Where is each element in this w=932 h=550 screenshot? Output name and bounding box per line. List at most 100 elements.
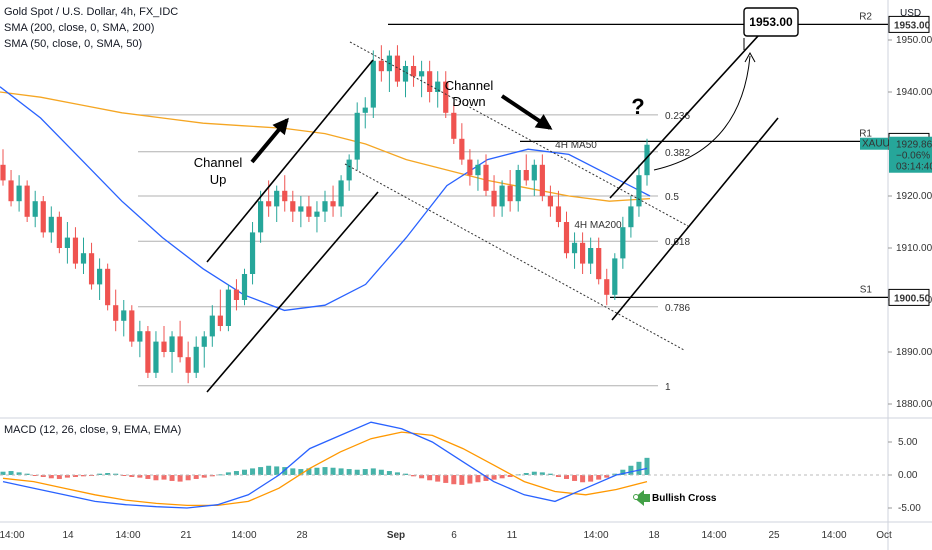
macd-histogram-bar [555,475,561,477]
macd-histogram-bar [32,475,38,476]
candle-body [193,346,199,373]
macd-histogram-bar [531,471,537,475]
target-box-label: 1953.00 [749,15,793,29]
candle-body [338,180,344,207]
macd-histogram-bar [572,475,578,481]
macd-histogram-bar [282,467,288,475]
macd-histogram-bar [588,475,594,482]
macd-histogram-bar [330,467,336,475]
macd-histogram-bar [338,468,344,475]
macd-histogram-bar [0,471,6,475]
macd-histogram-bar [499,475,505,479]
projected-channel-upper [609,11,781,199]
candle-body [314,211,320,217]
time-tick-label: 14 [62,530,74,541]
candle-body [258,201,264,233]
macd-histogram-bar [394,472,400,475]
time-tick-label: 14:00 [701,530,726,541]
ma200-annotation: 4H MA200 [574,220,622,231]
candle-body [362,107,368,113]
candle-body [249,232,256,274]
macd-histogram-bar [64,475,70,478]
macd-histogram-bar [72,475,78,477]
macd-histogram-bar [209,475,215,477]
macd-histogram-bar [225,472,231,475]
currency-label[interactable]: USD [900,8,922,19]
candle-body [588,248,594,264]
macd-histogram-bar [370,468,376,475]
price-tag [889,136,932,173]
ma50-line [0,86,651,312]
macd-histogram-bar [596,475,602,480]
fib-label: 1 [665,382,671,393]
macd-histogram-bar [185,475,191,481]
candle-body [507,185,513,202]
sr-name-r2: R2 [859,11,872,22]
candle-body [121,310,127,321]
candle-body [322,201,328,212]
candle-body [48,216,54,233]
macd-histogram-bar [378,469,384,475]
candle-body [515,170,521,202]
price-tick-label: 1920.00 [896,191,932,202]
price-tick-label: 1910.00 [896,243,932,254]
candle-body [129,310,135,342]
macd-histogram-bar [564,475,569,479]
macd-histogram-bar [113,473,119,475]
question-mark: ? [631,94,644,119]
time-tick-label: 28 [296,530,308,541]
macd-histogram-bar [354,469,360,475]
candle-body [282,190,288,202]
price-tick-label: 1880.00 [896,399,932,410]
macd-histogram-bar [161,475,167,480]
cross-point [633,494,639,500]
candle-body [201,336,207,347]
channel-down-upper [349,41,689,227]
macd-histogram-bar [233,471,239,475]
candle-body [459,138,465,160]
channel-down-label-line2: Down [452,94,485,109]
projected-channel-lower [611,117,779,321]
candle-body [555,206,562,222]
macd-histogram-bar [467,475,473,484]
macd-histogram-bar [121,475,127,476]
candle-body [475,164,481,176]
ma50-annotation: 4H MA50 [555,140,597,151]
sr-name-s1: S1 [860,284,873,295]
candle-body [72,237,79,264]
macd-histogram-bar [539,472,545,475]
time-tick-label: Oct [876,530,892,541]
candle-body [113,305,119,321]
candle-body [410,66,417,77]
macd-histogram-bar [290,468,296,475]
candle-body [402,66,409,82]
candle-body [97,268,103,285]
symbol-label: XAUUSD [862,139,904,150]
sr-price-label: 1900.50 [894,293,931,304]
macd-histogram-bar [169,475,175,481]
macd-histogram-bar [612,473,618,475]
macd-histogram-bar [242,469,247,475]
candle-body [161,341,167,352]
candle-body [153,341,159,373]
time-tick-label: 25 [768,530,780,541]
sma200-legend: SMA (200, close, 0, SMA, 200) [4,22,155,34]
candle-body [523,170,529,181]
macd-histogram-bar [24,473,30,475]
macd-histogram-bar [483,475,489,481]
macd-histogram-bar [177,475,183,482]
candle-body [241,274,248,300]
macd-histogram-bar [48,475,54,479]
macd-histogram-bar [217,474,223,476]
macd-histogram-bar [411,475,417,477]
macd-histogram-bar [491,475,497,480]
projection-curve [653,55,751,171]
chart-title: Gold Spot / U.S. Dollar, 4h, FX_IDC [4,6,179,18]
macd-histogram-bar [193,475,199,479]
candle-body [563,222,570,254]
candle-body [628,206,634,228]
macd-histogram-bar [105,473,111,475]
macd-histogram-bar [403,473,408,475]
